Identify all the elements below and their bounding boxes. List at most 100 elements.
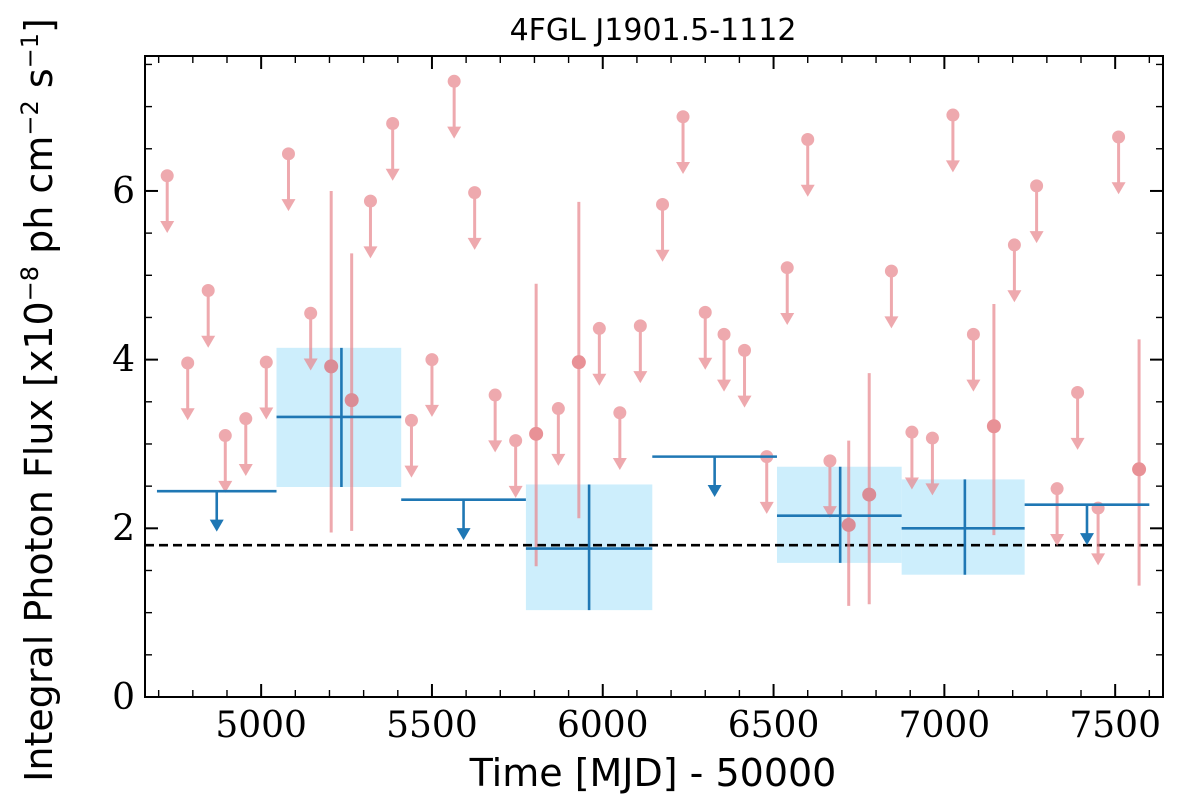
down-arrow-icon xyxy=(456,528,471,541)
short-detection xyxy=(862,373,877,605)
upper-limit-point xyxy=(447,74,461,88)
y-axis-label-unit-area: ph cm xyxy=(17,136,61,266)
short-upper-limit xyxy=(488,388,503,453)
short-upper-limit xyxy=(201,283,216,348)
down-arrow-icon xyxy=(1007,290,1022,303)
x-tick-label: 5000 xyxy=(215,705,307,746)
short-upper-limit xyxy=(467,186,482,250)
y-axis-label-exponent-flux: −8 xyxy=(16,266,44,301)
upper-limit-point xyxy=(1050,482,1064,496)
y-axis-label-exponent-time: −1 xyxy=(16,33,44,68)
detection-point xyxy=(571,355,586,370)
short-upper-limit xyxy=(1007,238,1022,303)
short-detection xyxy=(529,283,544,567)
short-upper-limit xyxy=(676,110,691,175)
x-tick-label: 7000 xyxy=(899,705,991,746)
down-arrow-icon xyxy=(303,358,318,371)
long-upper-limit xyxy=(156,489,277,532)
short-upper-limit xyxy=(1029,179,1044,244)
short-upper-limit xyxy=(698,305,713,370)
down-arrow-icon xyxy=(218,480,233,493)
upper-limit-point xyxy=(925,431,939,445)
short-detection xyxy=(841,440,856,606)
down-arrow-icon xyxy=(698,357,713,370)
short-upper-limit xyxy=(759,450,774,514)
down-arrow-icon xyxy=(1029,231,1044,244)
down-arrow-icon xyxy=(884,316,899,329)
x-tick-label: 6000 xyxy=(557,705,649,746)
upper-limit-point xyxy=(1030,179,1044,193)
upper-limit-point xyxy=(259,355,273,369)
down-arrow-icon xyxy=(780,312,795,325)
upper-limit-point xyxy=(884,264,898,278)
short-detection xyxy=(324,190,339,533)
down-arrow-icon xyxy=(508,485,523,498)
down-arrow-icon xyxy=(180,408,195,421)
down-arrow-icon xyxy=(1111,182,1126,195)
short-upper-limit xyxy=(737,343,752,408)
upper-limit-point xyxy=(425,353,439,367)
short-upper-limit xyxy=(633,319,648,384)
upper-limit-point xyxy=(404,413,418,427)
upper-limit-point xyxy=(304,306,318,320)
down-arrow-icon xyxy=(655,249,670,262)
upper-limit-point xyxy=(717,327,731,341)
down-arrow-icon xyxy=(707,485,722,498)
down-arrow-icon xyxy=(238,463,253,476)
upper-limit-point xyxy=(738,343,752,357)
upper-limit-point xyxy=(698,305,712,319)
short-upper-limit xyxy=(180,356,195,421)
upper-limit-point xyxy=(551,402,565,416)
down-arrow-icon xyxy=(612,458,627,471)
down-arrow-icon xyxy=(966,379,981,392)
upper-limit-point xyxy=(905,425,919,439)
down-arrow-icon xyxy=(592,373,607,386)
upper-limit-point xyxy=(281,147,295,161)
down-arrow-icon xyxy=(385,168,400,181)
long-detection xyxy=(901,479,1025,575)
short-upper-limit xyxy=(780,261,795,325)
detection-point xyxy=(986,419,1001,434)
upper-limit-point xyxy=(386,116,400,130)
y-axis-label-unit-time: s xyxy=(17,68,61,100)
down-arrow-icon xyxy=(633,371,648,384)
upper-limit-point xyxy=(633,319,647,333)
upper-limit-point xyxy=(239,412,253,426)
down-arrow-icon xyxy=(551,453,566,466)
y-tick-label: 6 xyxy=(112,171,135,212)
x-axis-label: Time [MJD] - 50000 xyxy=(469,751,837,795)
down-arrow-icon xyxy=(201,335,216,348)
down-arrow-icon xyxy=(676,162,691,175)
upper-limit-point xyxy=(201,283,215,297)
detection-point xyxy=(344,393,359,408)
down-arrow-icon xyxy=(363,246,378,259)
axis-ticks: 5000 5500 6000 6500 7000 7500 0 2 4 6 xyxy=(112,56,1163,746)
detection-point xyxy=(324,359,339,374)
short-upper-limit xyxy=(303,306,318,371)
chart-title: 4FGL J1901.5-1112 xyxy=(510,13,797,48)
short-upper-limit xyxy=(363,194,378,259)
upper-limit-point xyxy=(218,429,232,443)
short-bins-layer xyxy=(160,74,1147,606)
upper-limit-point xyxy=(613,406,627,420)
long-bins-layer xyxy=(156,347,1150,611)
long-upper-limit xyxy=(401,498,526,541)
down-arrow-icon xyxy=(1070,437,1085,450)
short-upper-limit xyxy=(447,74,462,139)
short-detection xyxy=(571,201,586,519)
down-arrow-icon xyxy=(945,160,960,173)
short-upper-limit xyxy=(904,425,919,490)
short-detection xyxy=(986,303,1001,536)
upper-limit-point xyxy=(509,434,523,448)
down-arrow-icon xyxy=(281,199,296,212)
down-arrow-icon xyxy=(717,379,732,392)
down-arrow-icon xyxy=(737,395,752,408)
down-arrow-icon xyxy=(488,440,503,453)
upper-limit-point xyxy=(160,169,174,183)
down-arrow-icon xyxy=(800,184,815,197)
upper-limit-point xyxy=(1007,238,1021,252)
short-upper-limit xyxy=(238,412,253,476)
down-arrow-icon xyxy=(447,126,462,139)
